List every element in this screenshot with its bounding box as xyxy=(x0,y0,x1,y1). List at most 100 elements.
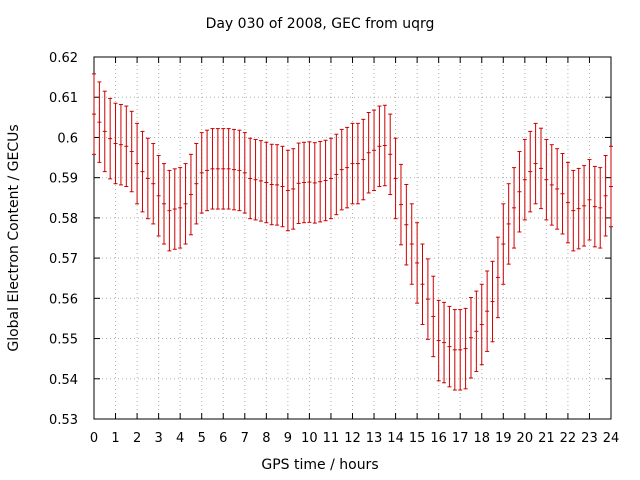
data-point xyxy=(495,236,500,319)
data-point xyxy=(221,128,226,210)
data-point xyxy=(436,299,441,382)
data-point xyxy=(318,140,323,223)
x-tick-label: 5 xyxy=(198,431,206,446)
data-point xyxy=(431,275,436,358)
data-point xyxy=(151,142,156,225)
x-tick-label: 22 xyxy=(560,431,577,446)
data-point xyxy=(248,137,253,220)
y-tick-label: 0.59 xyxy=(49,172,78,187)
data-point xyxy=(167,169,172,252)
data-point xyxy=(490,260,495,343)
error-bars xyxy=(92,73,613,391)
y-tick-label: 0.54 xyxy=(49,373,78,388)
data-point xyxy=(296,142,301,225)
data-point xyxy=(280,145,285,228)
data-point xyxy=(361,118,366,201)
y-tick-label: 0.61 xyxy=(49,91,78,106)
data-point xyxy=(565,161,570,244)
data-point xyxy=(377,105,382,188)
x-tick-label: 2 xyxy=(133,431,141,446)
x-tick-label: 11 xyxy=(323,431,340,446)
data-point xyxy=(232,128,237,211)
chart-title: Day 030 of 2008, GEC from uqrg xyxy=(205,16,435,32)
x-tick-label: 21 xyxy=(538,431,555,446)
x-tick-label: 20 xyxy=(517,431,534,446)
data-point xyxy=(393,137,398,220)
data-point xyxy=(442,301,447,384)
x-tick-label: 19 xyxy=(495,431,512,446)
data-point xyxy=(178,167,183,249)
data-point xyxy=(512,167,517,249)
x-tick-label: 6 xyxy=(219,431,227,446)
x-tick-label: 14 xyxy=(387,431,404,446)
data-point xyxy=(468,297,473,379)
data-point xyxy=(183,163,188,245)
x-tick-label: 9 xyxy=(284,431,292,446)
data-point xyxy=(145,137,150,220)
data-point xyxy=(312,142,317,224)
data-point xyxy=(506,183,511,265)
x-tick-label: 23 xyxy=(581,431,598,446)
data-point xyxy=(215,128,220,210)
data-point xyxy=(334,133,339,216)
x-tick-label: 16 xyxy=(430,431,447,446)
data-point xyxy=(372,109,377,192)
grid-lines xyxy=(94,57,611,419)
data-point xyxy=(172,168,177,250)
data-point xyxy=(576,167,581,250)
x-tick-label: 8 xyxy=(262,431,270,446)
data-point xyxy=(388,113,393,196)
data-point xyxy=(522,138,527,221)
data-point xyxy=(275,144,280,226)
data-point xyxy=(124,105,129,188)
x-tick-label: 18 xyxy=(473,431,490,446)
data-point xyxy=(382,104,387,187)
data-point xyxy=(188,153,193,236)
y-tick-label: 0.56 xyxy=(49,292,78,307)
data-point xyxy=(398,163,403,246)
data-point xyxy=(194,142,199,225)
data-point xyxy=(452,309,457,391)
data-point xyxy=(226,128,231,210)
data-point xyxy=(328,137,333,220)
y-tick-label: 0.62 xyxy=(49,51,78,66)
x-tick-label: 3 xyxy=(154,431,162,446)
data-point xyxy=(285,149,290,232)
y-axis-label: Global Electron Content / GECUs xyxy=(6,124,22,352)
data-point xyxy=(242,132,247,214)
data-point xyxy=(323,139,328,222)
data-point xyxy=(102,90,107,173)
data-point xyxy=(533,122,538,205)
y-tick-label: 0.57 xyxy=(49,252,78,267)
data-point xyxy=(237,129,242,212)
x-tick-label: 7 xyxy=(241,431,249,446)
data-point xyxy=(366,112,371,194)
y-tick-label: 0.53 xyxy=(49,413,78,428)
data-point xyxy=(458,309,463,391)
data-point xyxy=(474,290,479,373)
data-point xyxy=(544,138,549,221)
data-point xyxy=(582,165,587,247)
data-point xyxy=(156,155,161,237)
data-point xyxy=(447,305,452,388)
data-point xyxy=(302,141,307,224)
data-point xyxy=(113,102,118,185)
x-axis-label: GPS time / hours xyxy=(261,457,379,473)
data-point xyxy=(135,122,140,205)
data-point xyxy=(528,130,533,213)
data-point xyxy=(404,184,409,266)
x-tick-label: 1 xyxy=(111,431,119,446)
y-tick-label: 0.58 xyxy=(49,212,78,227)
data-point xyxy=(501,203,506,285)
x-tick-label: 4 xyxy=(176,431,184,446)
x-tick-label: 12 xyxy=(344,431,361,446)
x-tick-label: 13 xyxy=(366,431,383,446)
data-point xyxy=(549,144,554,226)
data-point xyxy=(205,129,210,212)
y-tick-label: 0.6 xyxy=(57,131,78,146)
x-tick-label: 24 xyxy=(603,431,620,446)
y-tick-label: 0.55 xyxy=(49,333,78,348)
x-tick-labels: 0 1 2 3 4 5 6 7 8 9 10 11 12 13 14 15 16 17 18 19 20 21 22 23 24 xyxy=(90,431,619,446)
data-point xyxy=(603,155,608,237)
